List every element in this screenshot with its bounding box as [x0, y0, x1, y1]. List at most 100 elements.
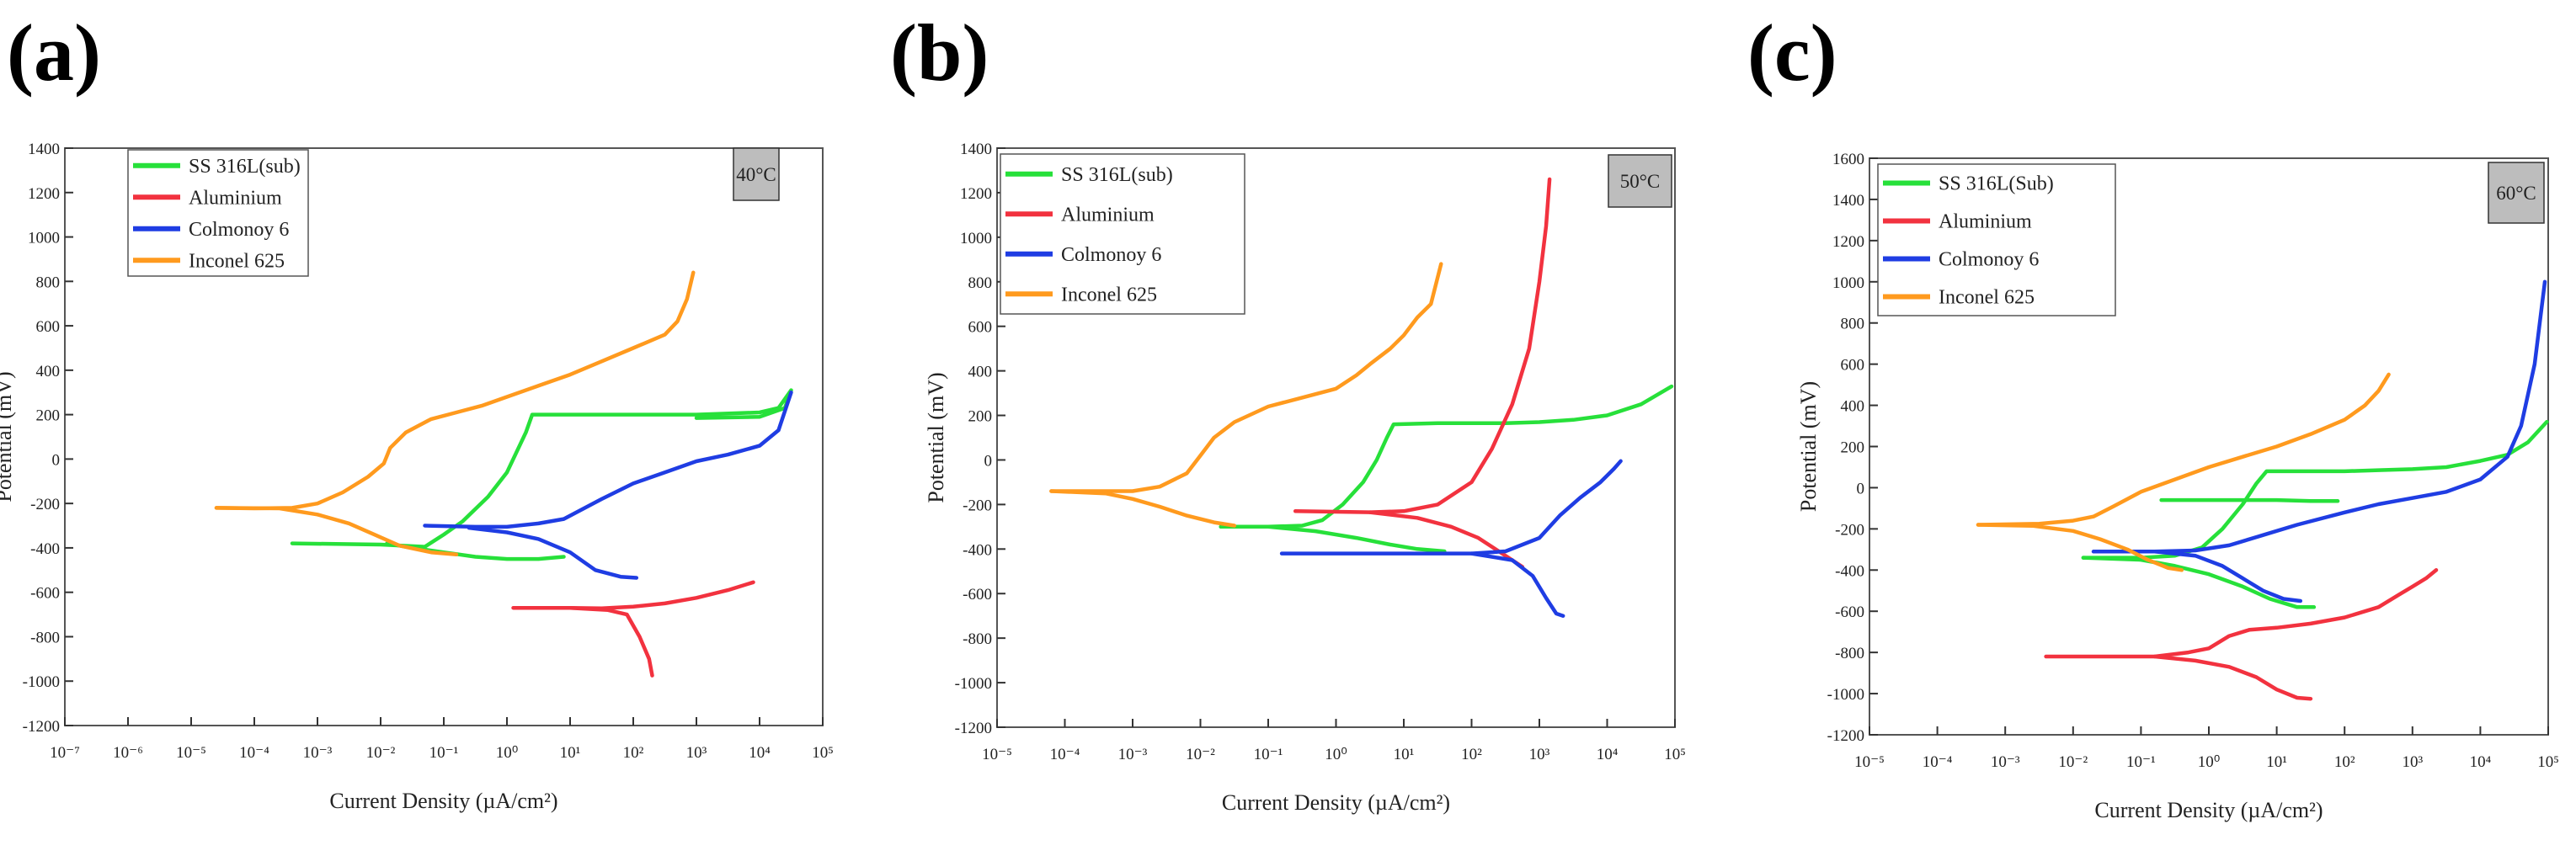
y-tick-label: -400 — [30, 540, 60, 558]
y-tick-label: 1400 — [28, 141, 60, 158]
y-tick-label: -400 — [963, 541, 992, 559]
y-axis-title: Potential (mV) — [924, 372, 948, 502]
legend-box — [1000, 153, 1245, 315]
y-tick-label: -400 — [1835, 562, 1864, 580]
y-tick-label: -800 — [30, 629, 60, 646]
y-tick-label: 1200 — [1832, 233, 1864, 251]
legend-label: Colmonoy 6 — [189, 219, 289, 241]
x-tick-label: 10² — [2334, 753, 2355, 771]
legend-label: Inconel 625 — [1939, 287, 2035, 309]
series-line-inconel-625 — [1049, 262, 1443, 493]
y-tick-label: -200 — [30, 496, 60, 513]
y-tick-label: 400 — [968, 364, 993, 381]
y-tick-label: -600 — [1835, 603, 1864, 621]
series-line-colmonoy-6 — [1469, 551, 1565, 618]
x-tick-label: 10⁰ — [496, 744, 519, 762]
y-tick-label: 1400 — [960, 141, 992, 158]
panel-letter: (a) — [7, 8, 101, 98]
x-tick-label: 10⁵ — [812, 744, 834, 762]
x-tick-label: 10⁻⁴ — [239, 744, 269, 762]
x-tick-label: 10⁴ — [2470, 753, 2492, 771]
y-tick-label: -800 — [963, 630, 992, 648]
x-tick-label: 10⁻² — [366, 744, 396, 762]
panel-2: (b) -1200 -1000 -800 -600 -400 -200 0 200 400 600 8… — [890, 8, 1686, 815]
temperature-badge — [2488, 162, 2545, 224]
legend-label: SS 316L(sub) — [1061, 164, 1173, 186]
series-line-colmonoy-6 — [423, 390, 793, 529]
legend-box — [127, 149, 309, 277]
x-tick-label: 10⁰ — [1325, 746, 1347, 763]
temperature-label: 40°C — [736, 164, 776, 185]
y-tick-label: -1200 — [955, 720, 992, 737]
legend-label: Colmonoy 6 — [1939, 249, 2039, 271]
x-tick-label: 10⁻² — [2058, 753, 2088, 771]
y-tick-label: 400 — [36, 363, 61, 380]
temperature-label: 50°C — [1620, 171, 1661, 192]
x-tick-label: 10⁴ — [749, 744, 771, 762]
y-tick-label: 600 — [1841, 357, 1865, 375]
x-tick-label: 10² — [623, 744, 644, 762]
x-tick-label: 10⁻³ — [303, 744, 333, 762]
legend-label: Aluminium — [1939, 211, 2032, 233]
temperature-badge — [733, 147, 780, 201]
y-tick-label: 200 — [968, 408, 993, 426]
x-tick-label: 10⁵ — [2537, 753, 2559, 771]
series-line-colmonoy-6 — [467, 525, 639, 580]
y-tick-label: -800 — [1835, 645, 1864, 662]
y-tick-label: -1200 — [1827, 727, 1864, 745]
series-line-colmonoy-6 — [1279, 459, 1623, 556]
series-line-colmonoy-6 — [2152, 550, 2303, 603]
y-tick-label: 800 — [968, 274, 993, 292]
y-tick-label: -200 — [1835, 521, 1864, 539]
series-line-ss-316l-sub — [1219, 384, 1674, 529]
series-line-aluminium — [2152, 654, 2313, 701]
series-line-inconel-625 — [1976, 372, 2391, 527]
x-tick-label: 10⁰ — [2198, 753, 2221, 771]
series-line-aluminium — [2044, 568, 2439, 659]
y-tick-label: 0 — [52, 451, 61, 469]
y-tick-label: 800 — [36, 274, 61, 291]
x-tick-label: 10⁻³ — [1991, 753, 2020, 771]
x-tick-label: 10⁻⁴ — [1923, 753, 1953, 771]
x-tick-label: 10⁻⁴ — [1050, 746, 1080, 763]
y-tick-label: 600 — [968, 319, 993, 337]
legend-label: SS 316L(sub) — [189, 156, 301, 178]
series-line-aluminium — [1368, 510, 1525, 569]
legend-label: Colmonoy 6 — [1061, 244, 1161, 266]
x-tick-label: 10⁻⁶ — [113, 744, 143, 762]
x-tick-label: 10³ — [1529, 746, 1550, 763]
legend-label: Aluminium — [189, 187, 282, 209]
x-tick-label: 10⁻⁷ — [50, 744, 80, 762]
y-tick-label: -1000 — [1827, 686, 1864, 704]
x-tick-label: 10⁻⁵ — [982, 746, 1012, 763]
series-line-inconel-625 — [1049, 489, 1237, 528]
y-tick-label: 0 — [1857, 480, 1865, 497]
x-axis-title: Current Density (µA/cm²) — [2094, 798, 2323, 822]
y-tick-label: 0 — [984, 452, 993, 470]
series-line-inconel-625 — [214, 506, 459, 557]
series-line-ss-316l-sub — [2159, 497, 2340, 503]
series-line-inconel-625 — [1976, 523, 2184, 572]
x-tick-label: 10⁵ — [1664, 746, 1686, 763]
x-tick-label: 10⁻⁵ — [176, 744, 206, 762]
x-tick-label: 10¹ — [560, 744, 581, 762]
series-line-ss-316l-sub — [1219, 524, 1447, 554]
y-tick-label: 1000 — [1832, 274, 1864, 292]
legend-label: Inconel 625 — [1061, 284, 1157, 306]
y-tick-label: 1400 — [1832, 192, 1864, 210]
x-tick-label: 10⁻¹ — [2126, 753, 2156, 771]
x-tick-label: 10⁻⁵ — [1854, 753, 1885, 771]
series-line-inconel-625 — [214, 270, 696, 511]
y-tick-label: 1200 — [28, 185, 60, 203]
legend-label: Inconel 625 — [189, 250, 285, 272]
x-tick-label: 10⁻¹ — [1254, 746, 1283, 763]
y-axis-title: Potential (mV) — [0, 371, 16, 502]
legend-label: SS 316L(Sub) — [1939, 173, 2054, 195]
legend-box — [1877, 163, 2116, 316]
y-tick-label: -600 — [963, 586, 992, 603]
x-tick-label: 10⁻¹ — [429, 744, 459, 762]
y-tick-label: 1000 — [960, 230, 992, 247]
y-tick-label: -1000 — [23, 673, 60, 691]
temperature-badge — [1608, 154, 1672, 208]
